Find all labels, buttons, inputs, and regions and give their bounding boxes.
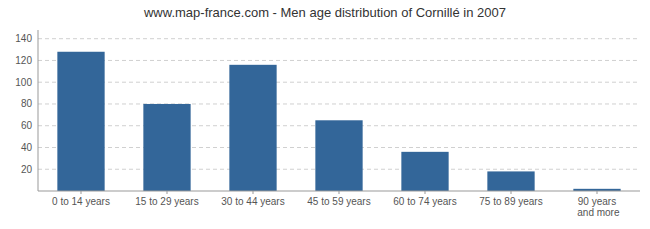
x-tick-label: 60 to 74 years [393, 196, 456, 207]
bar [315, 120, 362, 191]
chart: www.map-france.com - Men age distributio… [0, 0, 650, 229]
y-tick-label: 100 [15, 77, 32, 88]
x-tick-label: 15 to 29 years [135, 196, 198, 207]
grid-line [38, 38, 640, 39]
bar [487, 171, 534, 191]
y-axis-line [38, 30, 39, 191]
grid-line [38, 60, 640, 61]
x-tick [511, 191, 512, 194]
y-tick-label: 140 [15, 33, 32, 44]
bar [401, 152, 448, 191]
y-tick-label: 40 [21, 142, 33, 153]
x-tick-label: 0 to 14 years [52, 196, 110, 207]
grid-line [38, 103, 640, 104]
x-tick [253, 191, 254, 194]
x-tick-label: 45 to 59 years [307, 196, 370, 207]
bars [57, 52, 620, 191]
x-tick-label: 30 to 44 years [221, 196, 284, 207]
x-tick-label-line: 90 years [578, 196, 616, 207]
y-tick-label: 80 [21, 98, 33, 109]
bar [229, 65, 276, 191]
y-tick-label: 20 [21, 164, 33, 175]
x-tick [339, 191, 340, 194]
x-tick-label: 90 years and more [574, 196, 619, 218]
x-tick [167, 191, 168, 194]
x-tick [425, 191, 426, 194]
y-tick-label: 120 [15, 55, 32, 66]
x-tick-label-line: and more [574, 207, 619, 218]
title: www.map-france.com - Men age distributio… [143, 5, 506, 20]
y-tick-label: 60 [21, 120, 33, 131]
grid-line [38, 82, 640, 83]
x-tick [81, 191, 82, 194]
x-tick-label: 75 to 89 years [479, 196, 542, 207]
bar [143, 104, 190, 191]
bar [57, 52, 104, 191]
x-tick [597, 191, 598, 194]
